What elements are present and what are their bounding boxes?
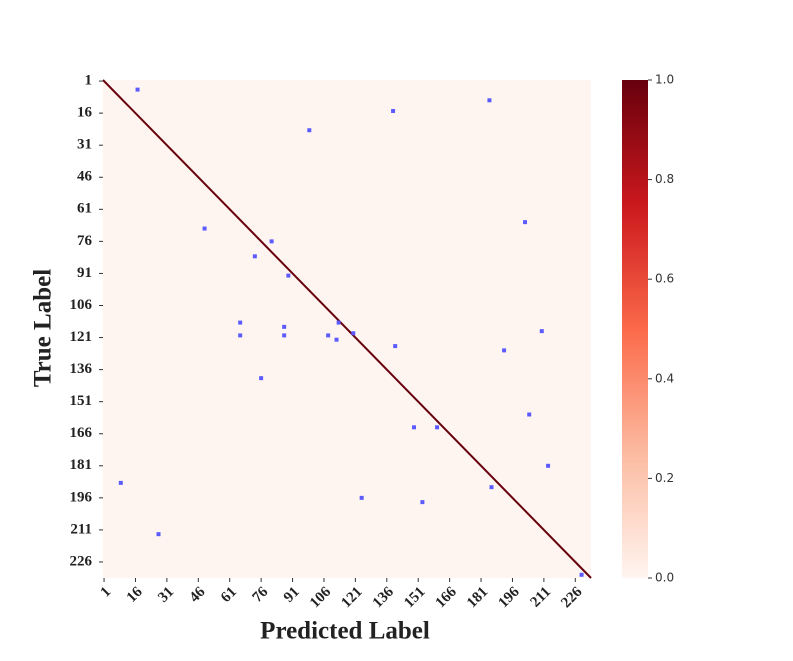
misclassification-cell <box>238 333 243 338</box>
misclassification-cell <box>359 495 364 500</box>
misclassification-cell <box>282 324 287 329</box>
x-tick-label: 61 <box>218 584 240 606</box>
misclassification-cell <box>393 344 398 349</box>
x-tick-label: 16 <box>124 584 146 606</box>
x-tick-label: 136 <box>370 584 398 612</box>
y-tick-label: 211 <box>70 521 92 537</box>
misclassification-cell <box>307 128 312 133</box>
misclassification-cell <box>336 320 341 325</box>
x-tick-label: 121 <box>338 584 365 611</box>
y-tick-label: 196 <box>70 489 93 505</box>
x-tick-label: 166 <box>433 584 461 612</box>
y-tick-label: 166 <box>70 425 93 441</box>
y-tick-label: 181 <box>70 457 93 473</box>
x-tick-label: 106 <box>307 584 335 612</box>
misclassification-cell <box>135 87 140 92</box>
colorbar-tick-label: 0.4 <box>655 371 674 385</box>
y-axis-title: True Label <box>30 269 57 387</box>
y-tick-label: 151 <box>70 393 93 409</box>
x-tick-label: 31 <box>155 584 177 606</box>
misclassification-cell <box>202 226 207 231</box>
misclassification-cell <box>238 320 243 325</box>
misclassification-cell <box>334 337 339 342</box>
misclassification-cell <box>435 425 440 430</box>
x-tick-label: 91 <box>281 584 303 606</box>
y-tick-label: 106 <box>70 297 93 313</box>
misclassification-cell <box>489 485 494 490</box>
misclassification-cell <box>156 532 161 537</box>
diagonal <box>102 79 592 579</box>
misclassification-cell <box>351 331 356 336</box>
misclassification-cell <box>326 333 331 338</box>
x-tick-label: 226 <box>558 584 586 612</box>
x-tick-label: 1 <box>98 584 115 601</box>
colorbar-tick-label: 0.2 <box>655 471 674 485</box>
colorbar <box>622 80 648 578</box>
y-tick-label: 46 <box>77 169 93 185</box>
x-tick-label: 76 <box>249 584 271 606</box>
misclassification-cell <box>391 108 396 113</box>
y-tick-label: 16 <box>77 105 93 121</box>
y-tick-label: 136 <box>70 361 93 377</box>
x-axis-title: Predicted Label <box>260 618 430 645</box>
misclassification-cell <box>523 220 528 225</box>
colorbar-tick-label: 1.0 <box>655 73 674 87</box>
y-tick-label: 1 <box>85 73 93 89</box>
misclassification-cell <box>546 463 551 468</box>
y-tick-label: 61 <box>77 201 92 217</box>
misclassification-cell <box>539 329 544 334</box>
misclassification-cell <box>420 500 425 505</box>
misclassification-cell <box>502 348 507 353</box>
x-tick-label: 151 <box>401 584 428 611</box>
y-tick-label: 121 <box>70 329 93 345</box>
y-tick-label: 91 <box>77 265 92 281</box>
misclassification-cell <box>487 98 492 103</box>
misclassification-cell <box>259 376 264 381</box>
misclassification-cell <box>282 333 287 338</box>
x-tick-label: 46 <box>187 584 209 606</box>
misclassification-cell <box>269 239 274 244</box>
x-tick-label: 196 <box>495 584 523 612</box>
y-tick-label: 76 <box>77 233 93 249</box>
y-tick-label: 226 <box>70 553 93 569</box>
misclassification-cell <box>252 254 257 259</box>
x-tick-label: 181 <box>464 584 491 611</box>
colorbar-tick-label: 0.6 <box>655 272 674 286</box>
colorbar-tick-label: 0.0 <box>655 571 674 585</box>
misclassification-cell <box>579 572 584 577</box>
x-tick-label: 211 <box>527 584 554 611</box>
misclassification-cell <box>118 480 123 485</box>
y-tick-label: 31 <box>77 137 92 153</box>
misclassification-cell <box>412 425 417 430</box>
misclassification-cell <box>286 273 291 278</box>
colorbar-tick-label: 0.8 <box>655 172 674 186</box>
misclassification-cell <box>527 412 532 417</box>
